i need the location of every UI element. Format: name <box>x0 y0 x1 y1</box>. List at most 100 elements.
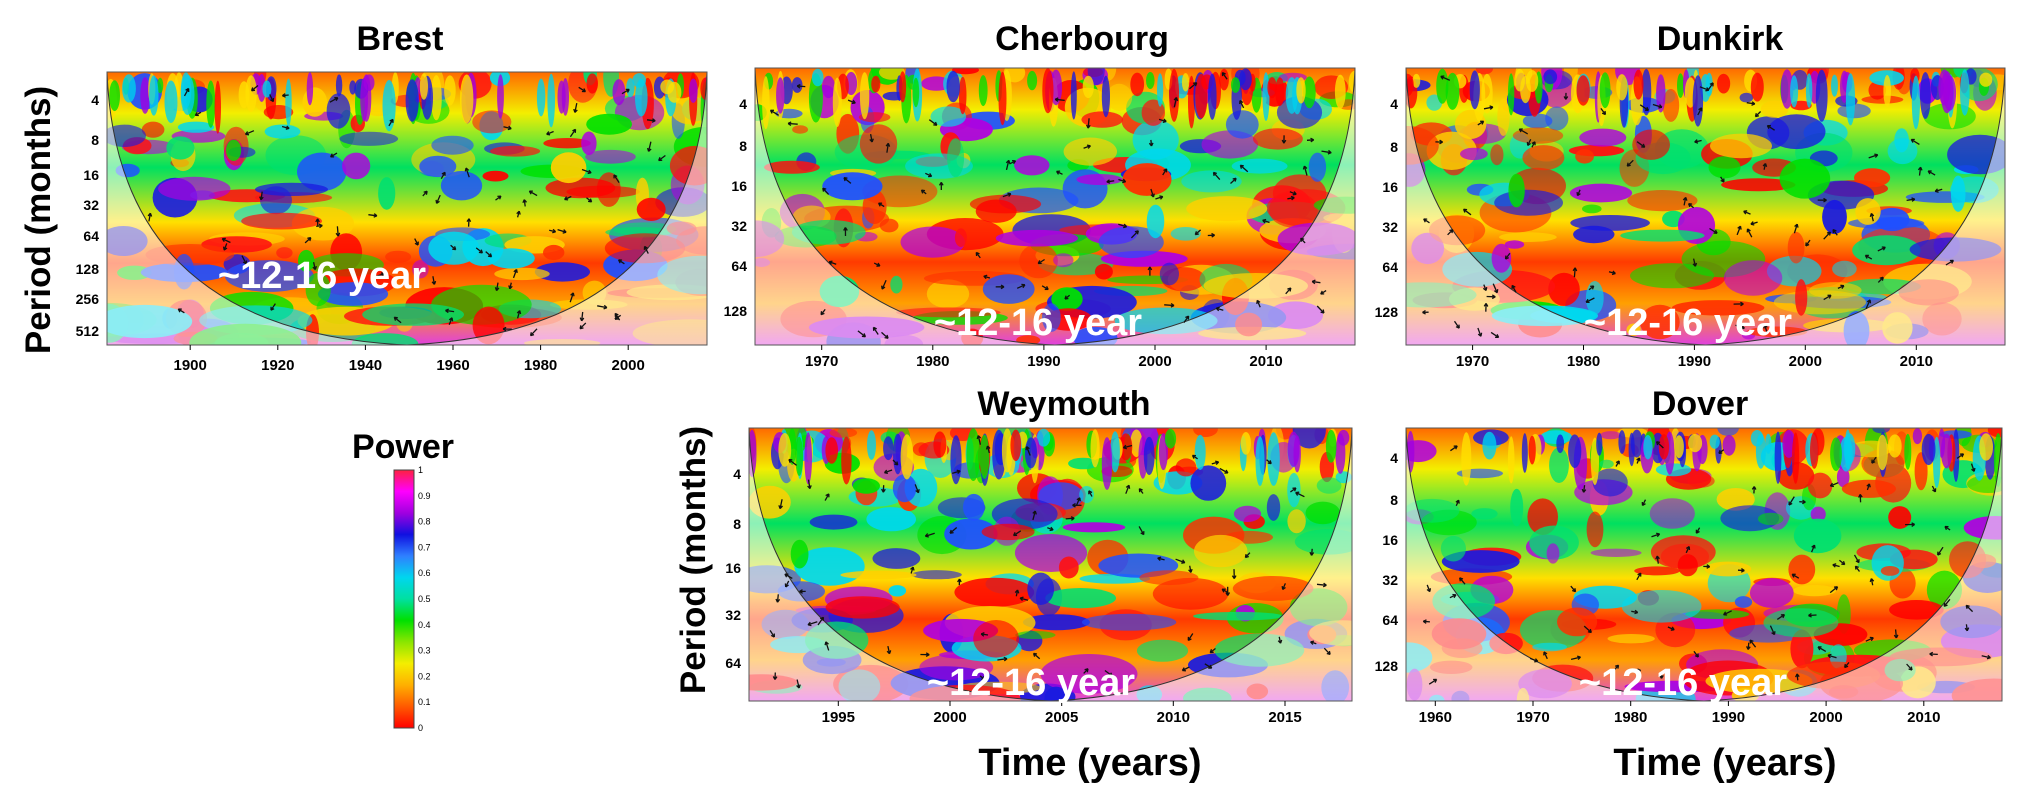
plot-frame <box>1405 67 2006 346</box>
panel-weymouth: Weymouth 4 8 16 32 64 1995 2000 2005 2010 2015 ~12-… <box>725 385 1353 726</box>
colorbar-title: Power <box>352 428 454 466</box>
cone-of-influence <box>749 428 1352 701</box>
panel-title: Brest <box>357 20 444 58</box>
panel-title: Cherbourg <box>995 20 1169 58</box>
y-tick-label: 32 <box>1382 572 1398 588</box>
y-tick-label: 32 <box>83 197 99 213</box>
colorbar-ticks: 1 0.9 0.8 0.7 0.6 0.5 0.4 0.3 0.2 0.1 0 <box>418 465 431 733</box>
x-tick-label: 2000 <box>1138 353 1171 370</box>
phase-arrows <box>1422 75 1954 339</box>
colorbar-tick-label: 1 <box>418 465 423 475</box>
panels: Brest 4 8 16 32 64 128 256 512 1900 1920 1940 1960 19… <box>76 20 2006 726</box>
x-tick-label: 2015 <box>1268 709 1301 726</box>
panel-title: Dunkirk <box>1657 20 1784 58</box>
x-tick-label: 2000 <box>933 709 966 726</box>
period-annotation: ~12-16 year <box>218 255 426 297</box>
plot-frame <box>754 67 1356 346</box>
outside-coi-overlay <box>749 428 1352 701</box>
colorbar-gradient <box>393 469 415 729</box>
y-tick-label: 32 <box>725 607 741 623</box>
y-tick-label: 4 <box>1390 96 1398 112</box>
phase-arrows <box>769 72 1332 339</box>
panel-brest: Brest 4 8 16 32 64 128 256 512 1900 1920 1940 1960 19… <box>76 20 708 374</box>
y-tick-label: 32 <box>731 218 747 234</box>
x-tick-label: 2010 <box>1900 353 1933 370</box>
plot-frame <box>748 427 1353 702</box>
y-tick-label: 16 <box>1382 532 1398 548</box>
panel-cherbourg: Cherbourg 4 8 16 32 64 128 1970 1980 1990 2000 2010… <box>724 20 1356 370</box>
cone-of-influence <box>107 72 707 345</box>
x-tick-label: 1920 <box>261 357 294 374</box>
colorbar-tick-label: 0.6 <box>418 568 431 578</box>
x-tick-label: 1970 <box>1516 709 1549 726</box>
panel-title: Weymouth <box>977 385 1150 423</box>
x-tick-label: 1995 <box>822 709 855 726</box>
colorbar-tick-label: 0 <box>418 723 423 733</box>
x-tick-label: 2005 <box>1045 709 1078 726</box>
y-tick-label: 64 <box>731 258 747 274</box>
heatmap-area <box>1406 68 2005 345</box>
colorbar-tick-label: 0.3 <box>418 646 431 656</box>
plot-frame <box>106 71 708 346</box>
y-tick-label: 16 <box>1382 179 1398 195</box>
x-tick-label: 1970 <box>1456 353 1489 370</box>
colorbar-tick-label: 0.4 <box>418 620 431 630</box>
colorbar-tick-label: 0.5 <box>418 594 431 604</box>
x-tick-label: 1940 <box>349 357 382 374</box>
x-tick-label: 1970 <box>805 353 838 370</box>
phase-arrows <box>769 435 1331 689</box>
period-annotation: ~12-16 year <box>934 302 1142 344</box>
cone-of-influence <box>1406 428 2002 701</box>
heatmap-area <box>749 428 1352 701</box>
colorbar-tick-label: 0.8 <box>418 517 431 527</box>
x-tick-label: 2010 <box>1907 709 1940 726</box>
phase-arrows <box>1422 441 1991 685</box>
y-tick-label: 64 <box>83 228 99 244</box>
heatmap-area <box>755 68 1355 345</box>
y-tick-label: 128 <box>1375 304 1399 320</box>
outside-coi-overlay <box>1406 428 2002 701</box>
colorbar-tick-label: 0.1 <box>418 697 431 707</box>
y-tick-label: 16 <box>83 167 99 183</box>
outside-coi-overlay <box>1406 68 2005 345</box>
x-tick-label: 1990 <box>1678 353 1711 370</box>
x-tick-label: 1990 <box>1027 353 1060 370</box>
y-tick-label: 8 <box>1390 139 1398 155</box>
y-axis-title-top: Period (months) <box>19 86 58 354</box>
x-tick-label: 1980 <box>1567 353 1600 370</box>
heatmap-area <box>107 72 707 345</box>
x-tick-label: 1900 <box>174 357 207 374</box>
colorbar-tick-label: 0.9 <box>418 491 431 501</box>
x-axis-title-weymouth: Time (years) <box>978 742 1201 784</box>
panel-dover: Dover 4 8 16 32 64 128 1960 1970 1980 1990 2000 2010… <box>1375 385 2003 726</box>
y-tick-label: 16 <box>725 560 741 576</box>
y-tick-label: 16 <box>731 178 747 194</box>
y-tick-label: 8 <box>733 516 741 532</box>
x-tick-label: 1960 <box>1419 709 1452 726</box>
y-tick-label: 4 <box>91 92 99 108</box>
y-tick-label: 128 <box>1375 658 1399 674</box>
panel-title: Dover <box>1652 385 1748 423</box>
x-tick-label: 2010 <box>1249 353 1282 370</box>
y-tick-label: 32 <box>1382 219 1398 235</box>
colorbar: Power 1 0.9 0.8 0.7 0.6 0.5 0.4 0.3 0.2 0.1 0 <box>352 428 454 733</box>
y-tick-label: 8 <box>739 138 747 154</box>
cone-of-influence <box>1406 68 2005 345</box>
cone-of-influence <box>755 68 1355 345</box>
x-tick-label: 1990 <box>1712 709 1745 726</box>
plot-frame <box>1405 427 2003 702</box>
y-tick-label: 64 <box>725 655 741 671</box>
period-annotation: ~12-16 year <box>1579 662 1787 704</box>
y-tick-label: 256 <box>76 291 100 307</box>
x-tick-label: 2010 <box>1157 709 1190 726</box>
x-tick-label: 2000 <box>1789 353 1822 370</box>
outside-coi-overlay <box>107 72 707 345</box>
x-tick-label: 1980 <box>916 353 949 370</box>
y-tick-label: 64 <box>1382 259 1398 275</box>
x-tick-label: 2000 <box>1809 709 1842 726</box>
y-tick-label: 8 <box>91 132 99 148</box>
colorbar-tick-label: 0.2 <box>418 671 431 681</box>
y-tick-label: 4 <box>733 466 741 482</box>
heatmap-area <box>1406 428 2002 701</box>
